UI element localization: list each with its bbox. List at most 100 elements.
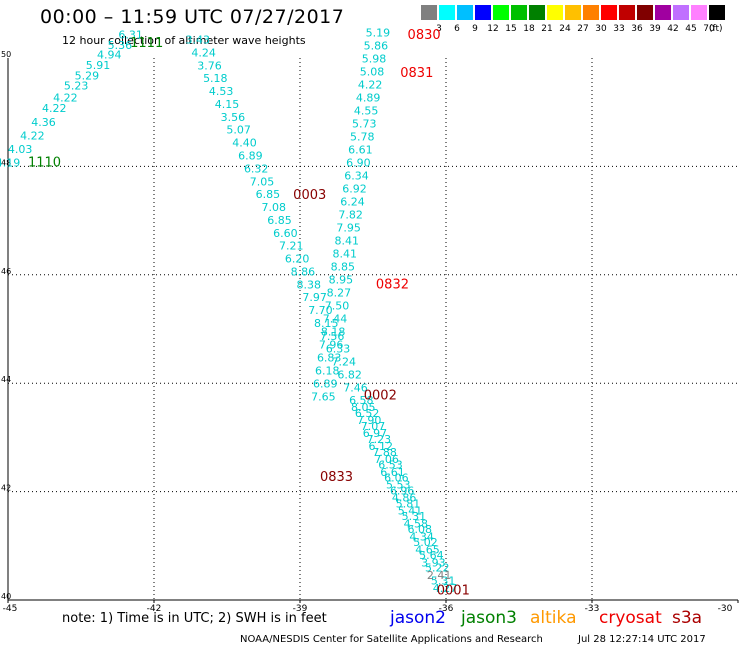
color-scale-swatch	[457, 5, 473, 20]
color-scale-swatch	[709, 5, 725, 20]
swh-value-cryosat: 7.46	[343, 381, 368, 394]
swh-value-cryosat: 6.85	[267, 214, 292, 227]
y-tick-label: 40	[1, 592, 11, 601]
y-tick-label: 42	[1, 484, 11, 493]
swh-value-altika: 4.86	[392, 491, 417, 504]
color-scale-swatch	[673, 5, 689, 20]
color-scale-swatch	[565, 5, 581, 20]
x-tick-label: -36	[439, 604, 454, 614]
swh-value-jason3: 6.31	[118, 28, 143, 41]
swh-value-s3a: 6.90	[346, 156, 371, 169]
swh-value-cryosat: 8.38	[297, 278, 322, 291]
swh-value-altika: 6.97	[363, 427, 388, 440]
color-scale-tick: 27	[577, 24, 589, 34]
swh-value-cryosat: 7.21	[279, 239, 304, 252]
swh-value-s3a: 8.41	[333, 247, 358, 260]
pass-time-label-altika: 0001	[437, 584, 470, 599]
x-tick-label: -39	[293, 604, 308, 614]
swh-value-altika: 2.41	[427, 569, 452, 582]
swh-value-jason3: 4.22	[42, 102, 67, 115]
swh-value-cryosat: 6.85	[256, 188, 281, 201]
swh-value-cryosat: 5.81	[396, 497, 421, 510]
swh-value-cryosat: 4.15	[215, 98, 240, 111]
swh-value-cryosat: 5.31	[402, 510, 427, 523]
color-scale-tick: 42	[667, 24, 679, 34]
swh-value-s3a: 7.65	[311, 391, 336, 404]
pass-time-label-cryosat: 0003	[293, 188, 326, 203]
swh-value-altika: 7.90	[357, 414, 382, 427]
color-scale-tick: 15	[505, 24, 517, 34]
swh-value-jason3: 5.29	[75, 70, 100, 83]
color-scale-swatch	[601, 5, 617, 20]
swh-value-altika: 7.06	[374, 453, 399, 466]
swh-value-cryosat: 6.06	[384, 471, 409, 484]
color-scale-tick: 9	[472, 24, 478, 34]
color-scale-tick: 70	[703, 24, 715, 34]
swh-value-altika: 4.65	[415, 543, 440, 556]
color-scale-tick: 12	[487, 24, 499, 34]
swh-value-altika: 4.27	[433, 582, 458, 595]
swh-value-cryosat: 7.08	[261, 201, 286, 214]
swh-value-jason3: 4.19	[0, 156, 20, 169]
swh-value-s3a: 4.22	[358, 78, 383, 91]
swh-value-s3a: 5.73	[352, 117, 377, 130]
swh-value-altika: 5.53	[386, 478, 411, 491]
chart-title: 00:00 – 11:59 UTC 07/27/2017	[40, 6, 345, 28]
swh-value-jason3: 5.91	[86, 59, 111, 72]
swh-value-s3a: 8.41	[334, 234, 359, 247]
color-scale-swatch	[691, 5, 707, 20]
swh-value-jason3: 5.23	[64, 79, 89, 92]
swh-value-s3a: 6.92	[342, 182, 367, 195]
generation-timestamp: Jul 28 12:27:14 UTC 2017	[578, 634, 706, 645]
color-scale-swatch	[637, 5, 653, 20]
swh-value-s3a: 6.61	[348, 143, 373, 156]
swh-value-altika: 5.41	[398, 504, 423, 517]
swh-value-cryosat: 5.18	[203, 72, 228, 85]
swh-value-cryosat: 6.96	[390, 484, 415, 497]
swh-value-cryosat: 4.53	[209, 85, 234, 98]
x-tick-label: -30	[718, 604, 733, 614]
swh-value-cryosat: 6.58	[349, 394, 374, 407]
swh-value-s3a: 7.95	[336, 221, 361, 234]
swh-value-jason3: 4.03	[8, 143, 33, 156]
pass-time-label-jason3: 1110	[28, 155, 61, 170]
y-tick-label: 48	[1, 158, 11, 167]
color-scale-tick: 39	[649, 24, 661, 34]
color-scale-tick: 33	[613, 24, 625, 34]
color-scale-tick: 45	[685, 24, 697, 34]
swh-value-s3a: 6.89	[313, 378, 338, 391]
swh-value-jason3: 4.36	[31, 116, 56, 129]
color-scale-swatch	[547, 5, 563, 20]
color-scale-swatch	[421, 5, 437, 20]
color-scale-swatch	[475, 5, 491, 20]
footnote: note: 1) Time is in UTC; 2) SWH is in fe…	[62, 611, 327, 626]
pass-time-label-s3a: 0830	[408, 28, 441, 43]
swh-value-altika: 4.58	[404, 517, 429, 530]
swh-value-s3a: 7.44	[323, 312, 348, 325]
swh-value-s3a: 5.78	[350, 130, 375, 143]
credit-line: NOAA/NESDIS Center for Satellite Applica…	[240, 634, 543, 645]
legend-jason3: jason3	[461, 608, 517, 628]
swh-value-s3a: 6.34	[344, 169, 369, 182]
swh-value-cryosat: 7.07	[361, 420, 386, 433]
legend-jason2: jason2	[390, 608, 446, 628]
legend-altika: altika	[530, 608, 577, 628]
swh-value-jason3: 5.36	[108, 39, 133, 52]
swh-value-altika: 8.05	[351, 401, 376, 414]
y-tick-label: 46	[1, 267, 11, 276]
swh-value-s3a: 5.98	[362, 52, 387, 65]
swh-value-cryosat: 5.02	[413, 536, 438, 549]
swh-value-s3a: 7.82	[338, 208, 363, 221]
color-scale-tick: 3	[436, 24, 442, 34]
legend-s3a: s3a	[672, 608, 703, 628]
swh-value-altika: 6.61	[380, 466, 405, 479]
swh-value-cryosat: 3.76	[197, 59, 222, 72]
swh-value-jason3: 4.22	[53, 91, 78, 104]
swh-value-jason3: 4.22	[20, 129, 45, 142]
color-scale-tick: 6	[454, 24, 460, 34]
swh-value-s3a: 5.08	[360, 65, 385, 78]
color-scale-tick: 18	[523, 24, 535, 34]
swh-value-cryosat: 6.89	[238, 149, 263, 162]
swh-value-s3a: 4.55	[354, 104, 379, 117]
